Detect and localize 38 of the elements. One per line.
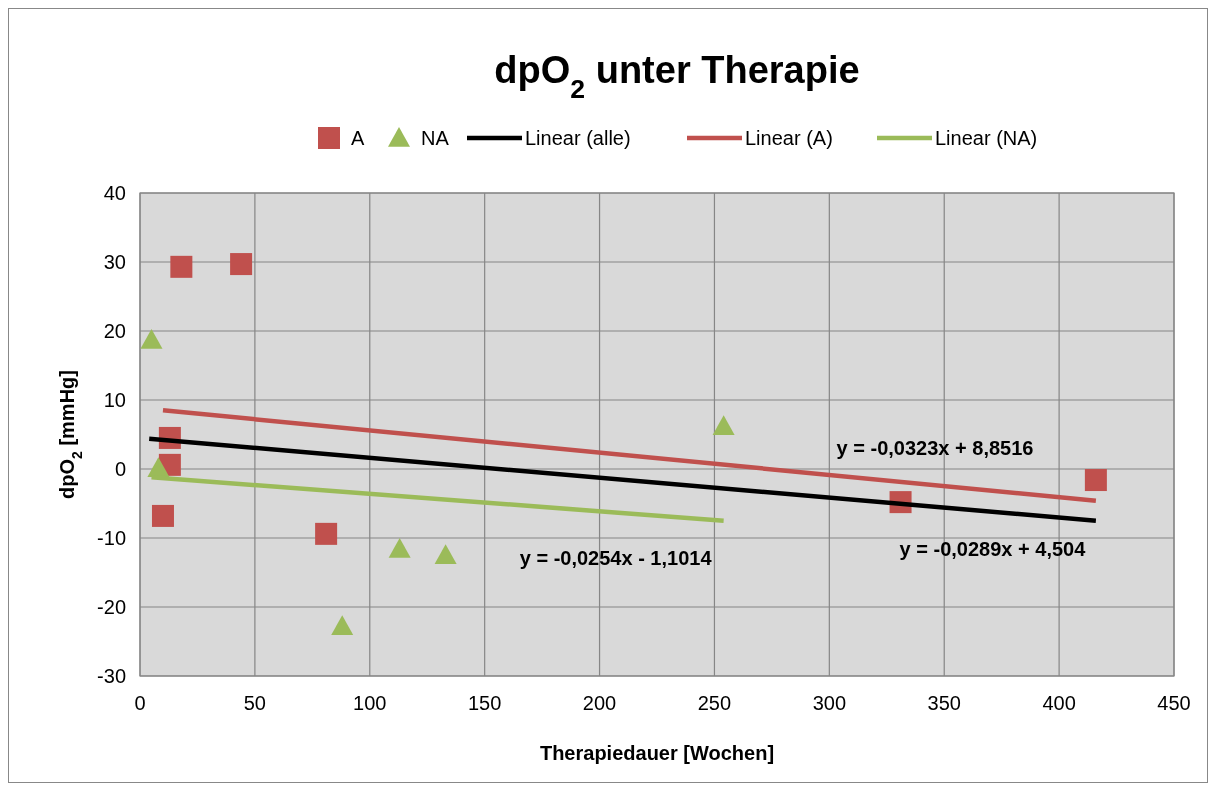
x-tick-label: 400 xyxy=(1042,692,1076,714)
annotation: y = -0,0323x + 8,8516 xyxy=(836,437,1034,460)
point xyxy=(230,253,253,276)
x-tick-label: 150 xyxy=(467,692,502,714)
x-tick-label: 300 xyxy=(812,692,847,714)
point xyxy=(315,522,338,545)
y-tick-label: 10 xyxy=(103,389,126,411)
point xyxy=(151,504,174,527)
x-tick-label: 0 xyxy=(134,692,146,714)
point xyxy=(434,544,457,565)
point xyxy=(170,255,193,278)
y-tick-label: -20 xyxy=(97,596,126,618)
point xyxy=(331,615,354,636)
legend-label: Linear (NA) xyxy=(935,127,1038,149)
x-tick-label: 250 xyxy=(697,692,732,714)
x-tick-label: 450 xyxy=(1157,692,1191,714)
legend-label: A xyxy=(351,127,365,149)
y-tick-label: -10 xyxy=(97,527,126,549)
chart-title: dpO$_{2}$ unter Therapie xyxy=(494,49,860,104)
legend-label: NA xyxy=(421,127,450,149)
legend-label: Linear (A) xyxy=(745,127,833,149)
annotation: y = -0,0289x + 4,504 xyxy=(899,538,1087,561)
y-tick-label: 20 xyxy=(103,320,126,342)
annotation: y = -0,0254x - 1,1014 xyxy=(519,547,713,570)
y-tick-label: 30 xyxy=(103,251,126,273)
point xyxy=(1084,469,1107,492)
y-tick-label: -30 xyxy=(97,665,126,687)
x-tick-label: 50 xyxy=(243,692,267,714)
x-tick-label: 100 xyxy=(353,692,387,714)
y-tick-label: 0 xyxy=(114,458,126,480)
point xyxy=(140,328,163,349)
point xyxy=(712,415,735,436)
y-tick-label: 40 xyxy=(103,182,126,204)
x-tick-label: 350 xyxy=(927,692,961,714)
point xyxy=(388,538,411,558)
x-tick-label: 200 xyxy=(582,692,617,714)
legend-label: Linear (alle) xyxy=(525,127,631,149)
x-axis-title: Therapiedauer [Wochen] xyxy=(539,742,775,764)
